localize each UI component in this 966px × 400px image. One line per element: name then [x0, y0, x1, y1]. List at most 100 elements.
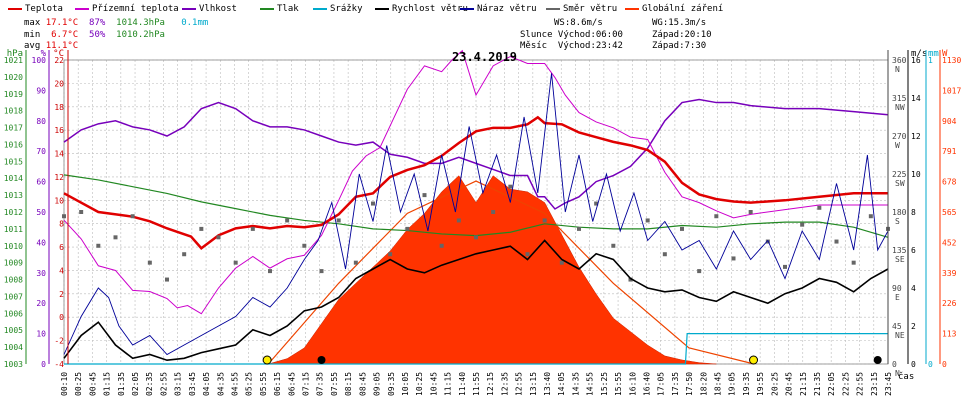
series-humidity-line	[63, 98, 889, 210]
axis-wind-tick: 16	[911, 56, 921, 65]
axis-pct-tick: 10	[36, 330, 46, 339]
legend-swatch	[260, 7, 274, 10]
x-tick-label: 16:40	[642, 372, 651, 396]
axis-pct-tick: 70	[36, 147, 46, 156]
axis-dir-tick: E	[895, 293, 900, 302]
axis-wind-tick: 6	[911, 246, 916, 255]
x-tick-label: 12:35	[500, 372, 509, 396]
axis-temp-tick: 4	[59, 266, 64, 275]
x-tick-label: 14:35	[571, 372, 580, 396]
legend-item: Globální záření	[625, 4, 723, 14]
axis-dir-tick: SW	[895, 179, 905, 188]
x-tick-label: 14:05	[557, 372, 566, 396]
x-tick-label: 06:45	[287, 372, 296, 396]
sun-moon-markers	[262, 355, 882, 365]
wind-direction-point	[302, 243, 307, 248]
axis-temp-tick: 18	[54, 103, 64, 112]
axis-wind-tick: 2	[911, 322, 916, 331]
axis-dir-tick: NE	[895, 331, 905, 340]
wind-direction-point	[851, 260, 856, 265]
chart-title: 23.4.2019	[452, 50, 518, 64]
x-tick-label: 07:55	[330, 372, 339, 396]
info-ws: WS:8.6m/s	[554, 18, 603, 28]
wind-direction-point	[113, 235, 118, 240]
axis-hpa-tick: 1006	[4, 309, 23, 318]
wind-direction-point	[165, 277, 169, 282]
wind-direction-point	[628, 277, 633, 282]
wind-direction-point	[783, 264, 787, 269]
wind-direction-point	[439, 243, 444, 248]
moon-marker	[317, 356, 326, 364]
axis-temp-tick: 12	[54, 173, 64, 182]
axis-rain-tick: 0	[928, 360, 933, 369]
max-pressure: 1014.3hPa	[116, 18, 165, 28]
x-tick-label: 18:20	[699, 372, 708, 396]
stats-min: min 6.7°C 50% 1010.2hPa	[24, 30, 165, 40]
wind-direction-point	[645, 218, 650, 223]
legend-item: Náraz větru	[460, 4, 537, 14]
x-tick-label: 21:35	[813, 372, 822, 396]
min-humidity: 50%	[89, 30, 106, 40]
axis-hpa-tick: 1007	[4, 292, 23, 301]
info-sun: Slunce Východ:06:00	[520, 30, 623, 40]
axis-rad-tick: 678	[942, 178, 957, 187]
axis-rad-tick: 226	[942, 299, 957, 308]
axis-rad-tick: 452	[942, 238, 957, 247]
wind-direction-point	[182, 252, 187, 257]
x-tick-label: 07:15	[302, 372, 311, 396]
wind-direction-point	[731, 256, 736, 261]
axis-dir-tick: W	[895, 141, 900, 150]
stats-max: max 17.1°C 87% 1014.3hPa 0.1mm	[24, 18, 209, 28]
x-tick-label: 22:05	[827, 372, 836, 396]
wind-direction-point	[62, 214, 66, 219]
x-tick-label: 06:15	[273, 372, 282, 396]
legend-label: Rychlost větru	[392, 4, 468, 14]
wind-direction-point	[542, 218, 547, 223]
x-tick-label: 07:35	[316, 372, 325, 396]
legend-label: Přízemní teplota	[92, 4, 179, 14]
axis-wind-tick: 14	[911, 94, 921, 103]
axis-dir-tick: N	[895, 65, 900, 74]
x-tick-label: 16:10	[628, 372, 637, 396]
series-rain-line	[64, 333, 888, 365]
info-sun-set: Západ:20:10	[652, 30, 712, 40]
axis-pct-tick: 50	[36, 208, 46, 217]
legend-label: Globální záření	[642, 4, 724, 14]
x-tick-label: 22:25	[841, 372, 850, 396]
x-tick-label: 05:55	[259, 372, 268, 396]
x-tick-label: 05:25	[245, 372, 254, 396]
x-tick-label: 21:15	[799, 372, 808, 396]
x-tick-label: 00:10	[60, 372, 69, 396]
axis-hpa-tick: 1015	[4, 157, 23, 166]
sun-marker	[262, 355, 272, 365]
wind-direction-point	[456, 218, 461, 223]
axis-rad-title: W	[942, 49, 948, 59]
x-tick-label: 13:15	[529, 372, 538, 396]
axis-hpa-tick: 1003	[4, 360, 23, 369]
legend-label: Srážky	[330, 4, 363, 14]
axis-temp-tick: 20	[54, 79, 64, 88]
legend-label: Náraz větru	[477, 4, 537, 14]
axis-wind-tick: 8	[911, 208, 916, 217]
legend-label: Teplota	[25, 4, 63, 14]
wind-direction-point	[611, 243, 616, 248]
legend-item: Rychlost větru	[375, 4, 468, 14]
axis-hpa-tick: 1009	[4, 259, 23, 268]
x-tick-label: 00:45	[88, 372, 97, 396]
x-tick-label: 10:05	[401, 372, 410, 396]
axis-temp-tick: 6	[59, 243, 64, 252]
wind-direction-point	[147, 260, 152, 265]
x-tick-label: 22:55	[856, 372, 865, 396]
wind-direction-point	[130, 214, 135, 219]
axis-temp-tick: 2	[59, 290, 64, 299]
stats-avg: avg 11.1°C	[24, 41, 79, 51]
x-tick-label: 19:35	[742, 372, 751, 396]
max-temp: 17.1°C	[45, 18, 79, 28]
moon-marker	[873, 356, 882, 364]
x-tick-label: 20:25	[770, 372, 779, 396]
wind-direction-point	[508, 184, 513, 189]
axis-temp-tick: 8	[59, 220, 64, 229]
axis-hpa-tick: 1014	[4, 174, 23, 183]
x-tick-label: 10:45	[429, 372, 438, 396]
x-tick-label: 09:05	[373, 372, 382, 396]
